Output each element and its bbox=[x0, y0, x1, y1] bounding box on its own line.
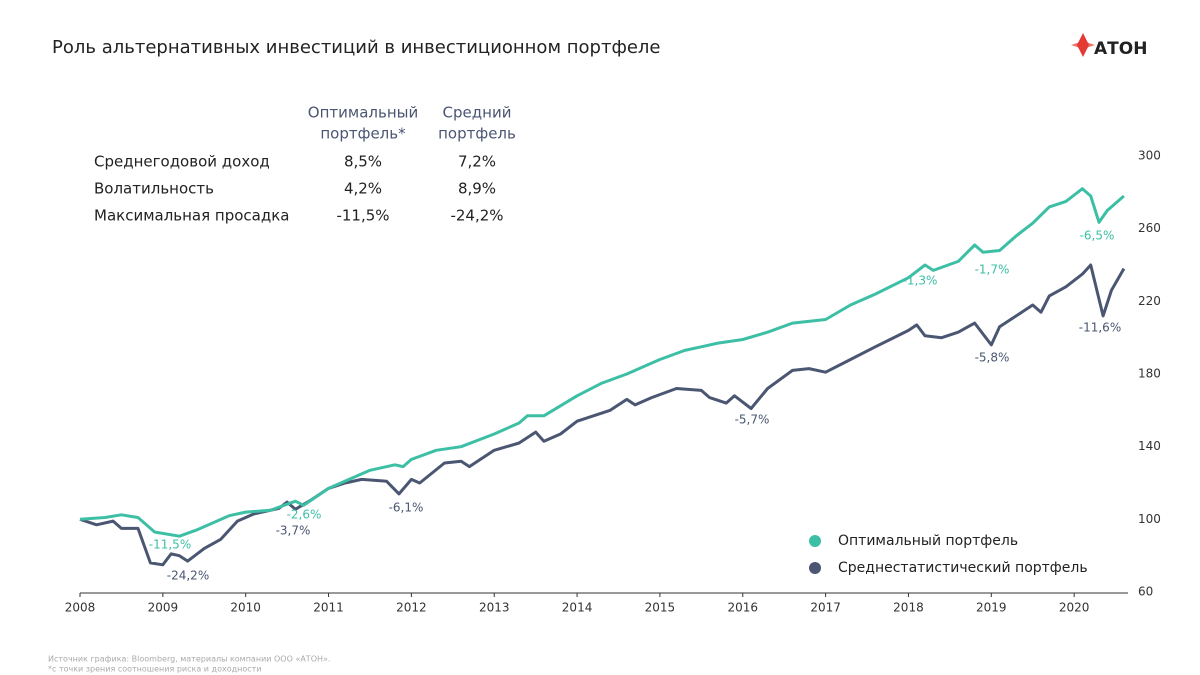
y-tick-label: 300 bbox=[1138, 149, 1161, 163]
x-tick-label: 2011 bbox=[313, 601, 344, 615]
table-cell: 8,5% bbox=[344, 153, 382, 171]
y-tick-label: 180 bbox=[1138, 367, 1161, 381]
annotation: -5,7% bbox=[735, 413, 770, 427]
annotation: -1,7% bbox=[975, 263, 1010, 277]
legend-marker bbox=[809, 535, 821, 547]
x-tick-label: 2017 bbox=[810, 601, 841, 615]
annotation: -6,5% bbox=[1080, 229, 1115, 243]
table-row-label: Максимальная просадка bbox=[94, 207, 289, 225]
annotation: -11,5% bbox=[149, 538, 191, 552]
legend-marker bbox=[809, 562, 821, 574]
x-tick-label: 2016 bbox=[727, 601, 758, 615]
table-header: Оптимальный bbox=[308, 104, 418, 122]
x-tick-label: 2010 bbox=[230, 601, 261, 615]
table-cell: 4,2% bbox=[344, 180, 382, 198]
x-tick-label: 2014 bbox=[562, 601, 593, 615]
legend-label: Оптимальный портфель bbox=[838, 533, 1018, 549]
logo-icon bbox=[1071, 41, 1095, 49]
table-row-label: Среднегодовой доход bbox=[94, 153, 270, 171]
footnote: *с точки зрения соотношения риска и дохо… bbox=[48, 665, 262, 674]
x-tick-label: 2008 bbox=[65, 601, 96, 615]
table-cell: 8,9% bbox=[458, 180, 496, 198]
logo: АТОН bbox=[1094, 39, 1147, 59]
x-tick-label: 2009 bbox=[148, 601, 179, 615]
table-header: Средний bbox=[443, 104, 512, 122]
annotation: -5,8% bbox=[975, 351, 1010, 365]
table-row-label: Волатильность bbox=[94, 180, 214, 198]
annotation: -2,6% bbox=[287, 508, 322, 522]
table-header: портфель bbox=[438, 125, 516, 143]
legend-label: Среднестатистический портфель bbox=[838, 560, 1088, 576]
x-tick-label: 2018 bbox=[893, 601, 924, 615]
y-tick-label: 260 bbox=[1138, 221, 1161, 235]
chart-title: Роль альтернативных инвестиций в инвести… bbox=[52, 37, 660, 58]
annotation: -11,6% bbox=[1079, 321, 1121, 335]
table-cell: -24,2% bbox=[450, 207, 503, 225]
y-tick-label: 100 bbox=[1138, 512, 1161, 526]
annotation: -24,2% bbox=[167, 569, 209, 583]
x-tick-label: 2013 bbox=[479, 601, 510, 615]
annotation: -3,7% bbox=[276, 524, 311, 538]
x-tick-label: 2020 bbox=[1059, 601, 1090, 615]
series-line bbox=[79, 263, 1126, 567]
y-tick-label: 220 bbox=[1138, 294, 1161, 308]
x-tick-label: 2019 bbox=[976, 601, 1007, 615]
annotation: -1,3% bbox=[903, 274, 938, 288]
x-tick-label: 2015 bbox=[645, 601, 676, 615]
y-tick-label: 140 bbox=[1138, 439, 1161, 453]
table-cell: -11,5% bbox=[336, 207, 389, 225]
table-cell: 7,2% bbox=[458, 153, 496, 171]
x-tick-label: 2012 bbox=[396, 601, 427, 615]
footnote: Источник графика: Bloomberg, материалы к… bbox=[48, 655, 330, 664]
series-line bbox=[79, 187, 1125, 538]
annotation: -6,1% bbox=[389, 501, 424, 515]
table-header: портфель* bbox=[320, 125, 406, 143]
y-tick-label: 60 bbox=[1138, 585, 1153, 599]
